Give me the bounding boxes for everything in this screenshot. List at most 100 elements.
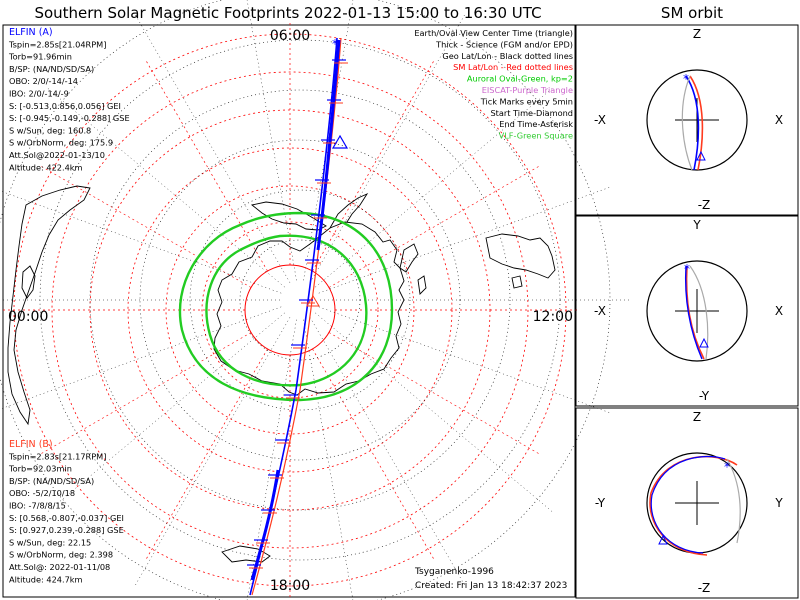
info-line: Tspin=2.85s[21.04RPM] — [8, 39, 106, 49]
info-line: OBO: -5/2/10/18 — [9, 488, 75, 498]
end-asterisk: * — [684, 262, 690, 276]
axis-label: -X — [594, 113, 606, 127]
info-line: S w/Sun, deg: 160.8 — [9, 125, 91, 135]
sm-lon-line — [328, 164, 542, 288]
axis-label: -Z — [698, 198, 711, 212]
created-timestamp: Created: Fri Jan 13 18:42:37 2023 — [415, 581, 567, 591]
sm-lat-circle — [51, 71, 529, 549]
legend-item: End Time-Asterisk — [499, 119, 573, 129]
info-line: S w/OrbNorm, deg: 2.398 — [9, 550, 113, 560]
sm-orbit-panel: Z -Z -Y Y — [575, 407, 799, 599]
geo-grid — [0, 0, 630, 600]
legend-item: Start Time-Diamond — [490, 108, 573, 118]
islands-bottom — [221, 545, 271, 563]
legend-item: Geo Lat/Lon - Black dotted lines — [442, 51, 573, 61]
geo-lon-line — [318, 186, 611, 294]
axis-label: -X — [594, 304, 606, 318]
figure-title: Southern Solar Magnetic Footprints 2022-… — [34, 4, 541, 22]
sm-lon-line — [144, 348, 268, 562]
info-line: S: [-0.513,0.856,0.056] GEI — [9, 101, 121, 111]
earth-circle — [646, 260, 748, 362]
info-line: S w/OrbNorm, deg: 175.9 — [9, 138, 113, 148]
sm-lon-line — [38, 332, 252, 456]
axis-label: -Z — [698, 581, 711, 595]
info-line: Torb=92.03min — [8, 464, 72, 474]
geo-lon-line — [246, 319, 297, 600]
geo-lat-circle — [89, 89, 511, 511]
end-asterisk: * — [332, 37, 338, 51]
orbit-b — [689, 75, 704, 171]
orbit-ground — [681, 75, 693, 171]
madagascar-coastline — [21, 265, 36, 299]
triangle — [696, 150, 706, 161]
legend-item: SM Lat/Lon - Red dotted lines — [453, 62, 573, 72]
sm-orbit-panel: Y -Y -X X — [575, 215, 799, 407]
sm-lon-line — [328, 332, 542, 456]
axis-label: Y — [692, 218, 701, 232]
legend-item: Earth/Oval View Center Time (triangle) — [414, 28, 573, 38]
satellite-name: ELFIN (A) — [9, 27, 53, 38]
sm-lon-line — [312, 348, 436, 562]
info-line: S w/Sun, deg: 22.15 — [9, 537, 91, 547]
legend-item: Auroral Oval-Green, kp=2 — [467, 74, 573, 84]
info-line: S: [0.568,-0.807,-0.037] GEI — [9, 513, 124, 523]
orbit-a — [684, 265, 703, 360]
info-line: IBO: -7/8/8/15 — [9, 501, 66, 511]
info-line: S: [0.927,0.239,-0.288] GSE — [9, 525, 124, 535]
satellite-name: ELFIN (B) — [9, 439, 53, 450]
antarctic-peninsula — [329, 192, 369, 229]
geo-lon-line — [309, 317, 466, 586]
sm-lon-line — [144, 58, 268, 272]
sm-lon-line — [38, 164, 252, 288]
satellite-tracks: * — [247, 37, 349, 596]
panel-frame — [575, 215, 799, 407]
mlt-label-18: 18:00 — [270, 578, 310, 594]
geo-lat-circle — [0, 0, 611, 600]
sm-orbit-panel: Z -Z -X X — [575, 24, 799, 216]
elfin-a-info: ELFIN (A)Tspin=2.85s[21.04RPM] Torb=91.96… — [8, 27, 130, 172]
axis-label: -Y — [699, 389, 710, 403]
mlt-label-06: 06:00 — [270, 28, 310, 44]
elfin-a-science-segment-2 — [250, 469, 280, 581]
panel-frame — [575, 407, 799, 599]
axis-label: -Y — [595, 496, 606, 510]
earth-circle — [646, 69, 748, 171]
sm-lat-circle — [165, 185, 415, 435]
map-frame — [2, 24, 576, 598]
info-line: B/SP: (NA/ND/SD/SA) — [9, 64, 94, 74]
legend-item: Tick Marks every 5min — [480, 96, 573, 106]
view-center-triangle-b — [306, 295, 320, 307]
info-line: OBO: 2/0/-14/-14 — [9, 76, 78, 86]
end-asterisk: * — [683, 72, 689, 86]
auroral-oval-outer — [178, 211, 394, 402]
legend: Earth/Oval View Center Time (triangle)Th… — [414, 28, 573, 141]
legend-item: EISCAT-Purple Triangle — [482, 85, 573, 95]
sm-lat-circle — [244, 264, 336, 356]
end-asterisk: * — [724, 460, 730, 474]
new-zealand-coastline — [399, 243, 427, 295]
geo-lon-line — [134, 317, 291, 586]
model-credit: Tsyganenko-1996 — [414, 567, 494, 577]
australia-coastline — [485, 233, 556, 279]
legend-item: VLF-Green Square — [499, 131, 573, 141]
info-line: IBO: 2/0/-14/-9 — [9, 89, 69, 99]
mlt-label-00: 00:00 — [8, 309, 48, 325]
info-line: S: [-0.945,-0.149,-0.288] GSE — [9, 113, 130, 123]
mlt-label-12: 12:00 — [533, 309, 573, 325]
info-line: Altitude: 424.7km — [9, 574, 83, 584]
info-line: Altitude: 422.4km — [9, 162, 83, 172]
axis-label: Z — [693, 27, 701, 41]
elfin-b-info: ELFIN (B)Tspin=2.83s[21.17RPM] Torb=92.03… — [8, 439, 124, 584]
auroral-oval-inner — [205, 234, 368, 387]
axis-label: Z — [693, 410, 701, 424]
info-line: B/SP: (NA/ND/SD/SA) — [9, 476, 94, 486]
axis-label: Y — [774, 496, 783, 510]
orbit-ground — [726, 458, 741, 544]
geo-lon-line — [0, 190, 282, 294]
orbit-a — [685, 75, 700, 171]
sm-grid — [0, 20, 580, 600]
geo-lat-circle — [189, 189, 411, 411]
geo-lon-line — [315, 312, 553, 513]
tasmania-coastline — [511, 275, 523, 289]
